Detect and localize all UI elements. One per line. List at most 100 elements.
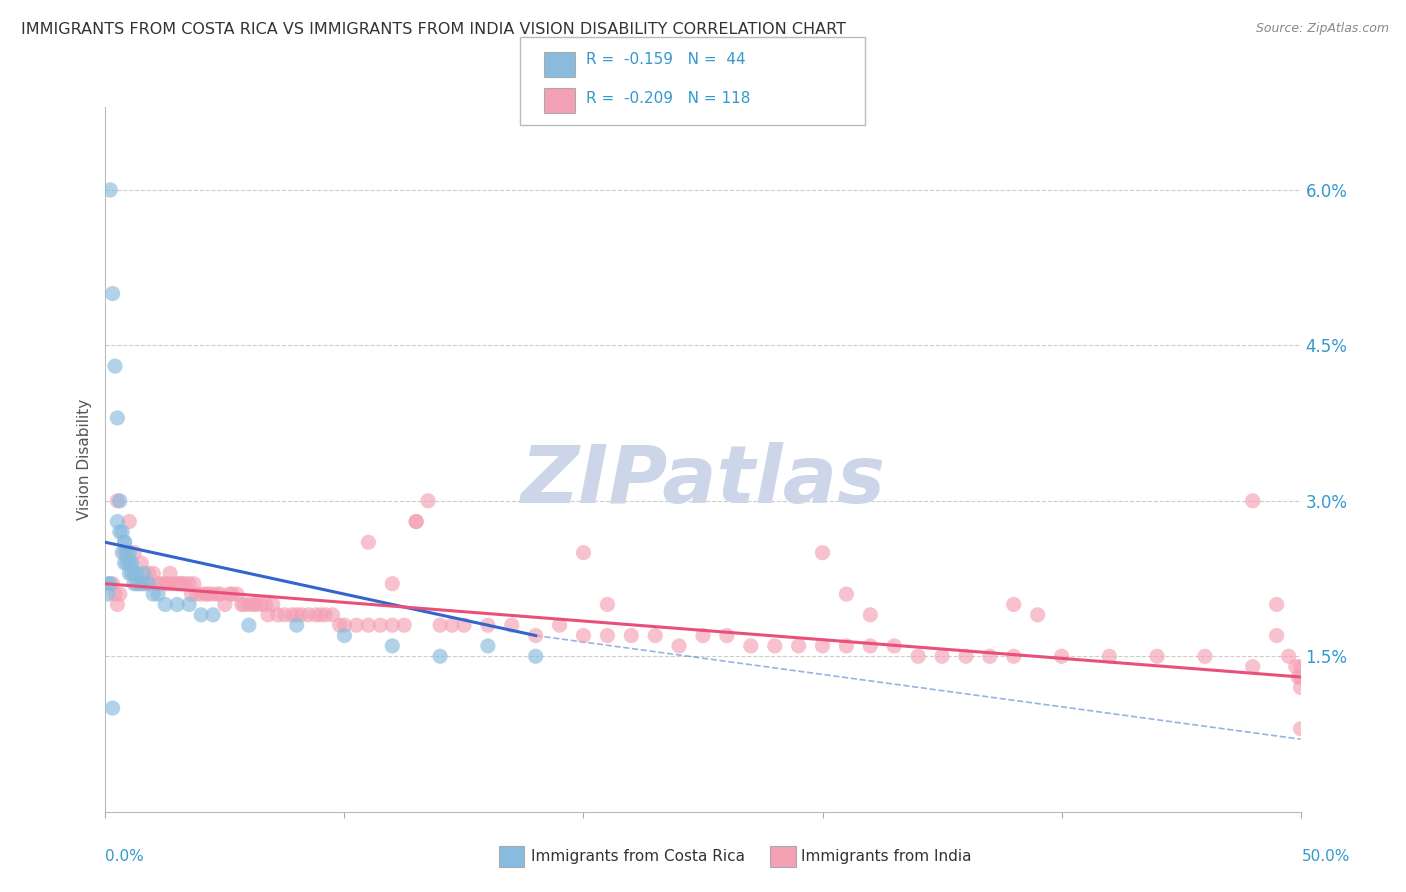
Point: [907, 649, 929, 664]
Text: 0.0%: 0.0%: [105, 849, 145, 864]
Point: [169, 576, 191, 591]
Point: [146, 576, 169, 591]
Point: [273, 607, 295, 622]
Point: [1265, 598, 1288, 612]
Point: [156, 576, 179, 591]
Point: [122, 566, 145, 581]
Text: Immigrants from India: Immigrants from India: [801, 849, 972, 863]
Point: [97, 587, 120, 601]
Point: [114, 546, 136, 560]
Point: [231, 598, 253, 612]
Point: [122, 576, 145, 591]
Point: [787, 639, 810, 653]
Point: [305, 607, 328, 622]
Point: [692, 628, 714, 642]
Point: [1050, 649, 1073, 664]
Point: [125, 576, 148, 591]
Point: [101, 701, 124, 715]
Point: [107, 515, 129, 529]
Point: [101, 576, 124, 591]
Point: [429, 618, 451, 632]
Point: [129, 556, 153, 570]
Point: [501, 618, 523, 632]
Point: [811, 546, 834, 560]
Point: [254, 598, 277, 612]
Point: [440, 618, 463, 632]
Point: [1002, 649, 1025, 664]
Point: [104, 587, 127, 601]
Point: [194, 587, 217, 601]
Point: [114, 556, 136, 570]
Point: [146, 587, 169, 601]
Point: [153, 576, 177, 591]
Point: [108, 493, 131, 508]
Point: [250, 598, 273, 612]
Point: [405, 515, 427, 529]
Point: [190, 607, 212, 622]
Point: [285, 607, 308, 622]
Point: [266, 607, 288, 622]
Point: [242, 598, 264, 612]
Point: [716, 628, 738, 642]
Point: [329, 618, 352, 632]
Point: [405, 515, 427, 529]
Point: [202, 607, 225, 622]
Point: [357, 618, 380, 632]
Point: [121, 556, 143, 570]
Point: [118, 566, 141, 581]
Point: [149, 576, 172, 591]
Point: [321, 607, 344, 622]
Point: [142, 566, 165, 581]
Point: [596, 598, 619, 612]
Point: [1098, 649, 1121, 664]
Point: [197, 587, 219, 601]
Point: [129, 576, 153, 591]
Point: [98, 183, 121, 197]
Point: [346, 618, 368, 632]
Point: [835, 587, 858, 601]
Point: [104, 359, 127, 373]
Point: [257, 607, 280, 622]
Point: [1265, 628, 1288, 642]
Point: [107, 411, 129, 425]
Point: [107, 493, 129, 508]
Point: [190, 587, 212, 601]
Text: Source: ZipAtlas.com: Source: ZipAtlas.com: [1256, 22, 1389, 36]
Point: [115, 546, 138, 560]
Point: [1146, 649, 1168, 664]
Point: [173, 576, 195, 591]
Point: [238, 618, 260, 632]
Point: [453, 618, 475, 632]
Point: [596, 628, 619, 642]
Point: [368, 618, 391, 632]
Point: [1002, 598, 1025, 612]
Point: [418, 493, 440, 508]
Point: [1289, 722, 1312, 736]
Point: [859, 639, 882, 653]
Point: [524, 649, 547, 664]
Text: R =  -0.159   N =  44: R = -0.159 N = 44: [586, 52, 747, 67]
Point: [955, 649, 977, 664]
Point: [811, 639, 834, 653]
Point: [121, 566, 143, 581]
Point: [392, 618, 416, 632]
Point: [162, 576, 184, 591]
Point: [883, 639, 905, 653]
Point: [122, 546, 145, 560]
Point: [1286, 670, 1309, 684]
Point: [381, 639, 404, 653]
Point: [138, 576, 160, 591]
Point: [159, 566, 181, 581]
Point: [931, 649, 953, 664]
Point: [1289, 670, 1312, 684]
Point: [125, 566, 148, 581]
Point: [835, 639, 858, 653]
Point: [108, 587, 131, 601]
Point: [1241, 493, 1264, 508]
Point: [183, 576, 205, 591]
Point: [118, 556, 141, 570]
Point: [97, 576, 120, 591]
Point: [209, 587, 232, 601]
Point: [142, 587, 165, 601]
Point: [740, 639, 762, 653]
